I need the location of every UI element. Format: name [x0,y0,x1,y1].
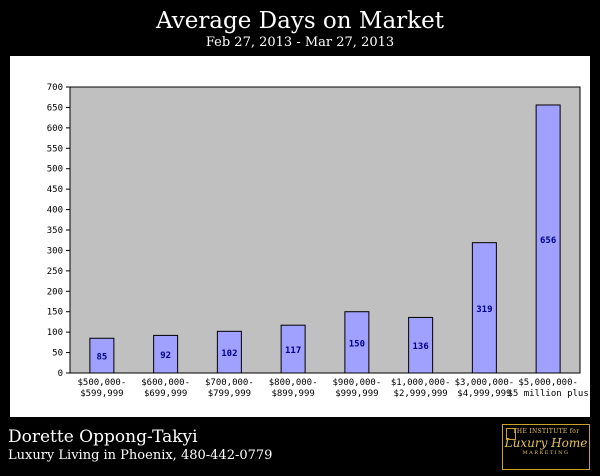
x-tick-label: $5 million plus [507,389,588,399]
bar-value-label: 136 [412,342,428,352]
x-tick-label: $2,999,999 [394,389,448,399]
y-tick-label: 0 [58,369,63,379]
bar-value-label: 85 [96,353,107,363]
y-tick-label: 350 [47,226,63,236]
y-tick-label: 150 [47,308,63,318]
y-tick-label: 500 [47,165,63,175]
x-tick-label: $500,000- [77,378,126,388]
logo-line-3: MARKETING [522,450,570,456]
bar [471,242,497,374]
x-tick-label: $600,000- [141,378,190,388]
y-tick-label: 400 [47,206,63,216]
x-tick-label: $5,000,000- [518,378,578,388]
y-tick-label: 300 [47,246,63,256]
y-tick-label: 50 [52,349,63,359]
bar-chart: 0 50 100 150 200 250 300 350 400 450 500 550 600 650 7… [47,83,589,399]
bar-value-label: 102 [221,349,237,359]
y-tick-label: 550 [47,144,63,154]
x-tick-label: $599,999 [80,389,123,399]
bar-value-label: 92 [160,351,171,361]
x-tick-label: $4,999,999 [457,389,511,399]
crest-icon [506,428,516,440]
bar [216,330,242,374]
bar [344,311,370,374]
x-tick-label: $699,999 [144,389,187,399]
bar [408,316,434,374]
agent-name: Dorette Oppong-Takyi [8,427,198,447]
bar [153,334,179,374]
bar-value-label: 319 [476,305,492,315]
bar [280,324,306,374]
y-tick-label: 200 [47,287,63,297]
x-tick-label: $1,000,000- [391,378,451,388]
x-tick-label: $900,000- [332,378,381,388]
chart-panel: 0 50 100 150 200 250 300 350 400 450 500 550 600 650 7… [10,56,590,417]
plot-area [69,86,581,374]
agent-tagline: Luxury Living in Phoenix, 480-442-0779 [8,448,273,463]
x-tick-label: $799,999 [208,389,251,399]
chart-title: Average Days on Market [156,8,444,34]
x-tick-label: $999,999 [335,389,378,399]
bar-value-label: 117 [285,346,301,356]
x-tick-label: $800,000- [269,378,318,388]
logo-line-1: THE INSTITUTE for [512,428,580,435]
x-tick-label: $700,000- [205,378,254,388]
bar [89,337,115,374]
bar-value-label: 656 [540,236,556,246]
y-tick-label: 100 [47,328,63,338]
y-tick-label: 700 [47,83,63,93]
x-tick-label: $3,000,000- [455,378,515,388]
bar [535,104,561,374]
institute-logo: THE INSTITUTE for Luxury Home MARKETING [502,424,590,470]
y-tick-label: 650 [47,103,63,113]
y-tick-label: 600 [47,124,63,134]
y-tick-label: 250 [47,267,63,277]
y-tick-label: 450 [47,185,63,195]
bar-value-label: 150 [349,339,365,349]
logo-line-2: Luxury Home [504,436,588,450]
chart-subtitle: Feb 27, 2013 - Mar 27, 2013 [205,35,395,50]
x-tick-label: $899,999 [271,389,314,399]
